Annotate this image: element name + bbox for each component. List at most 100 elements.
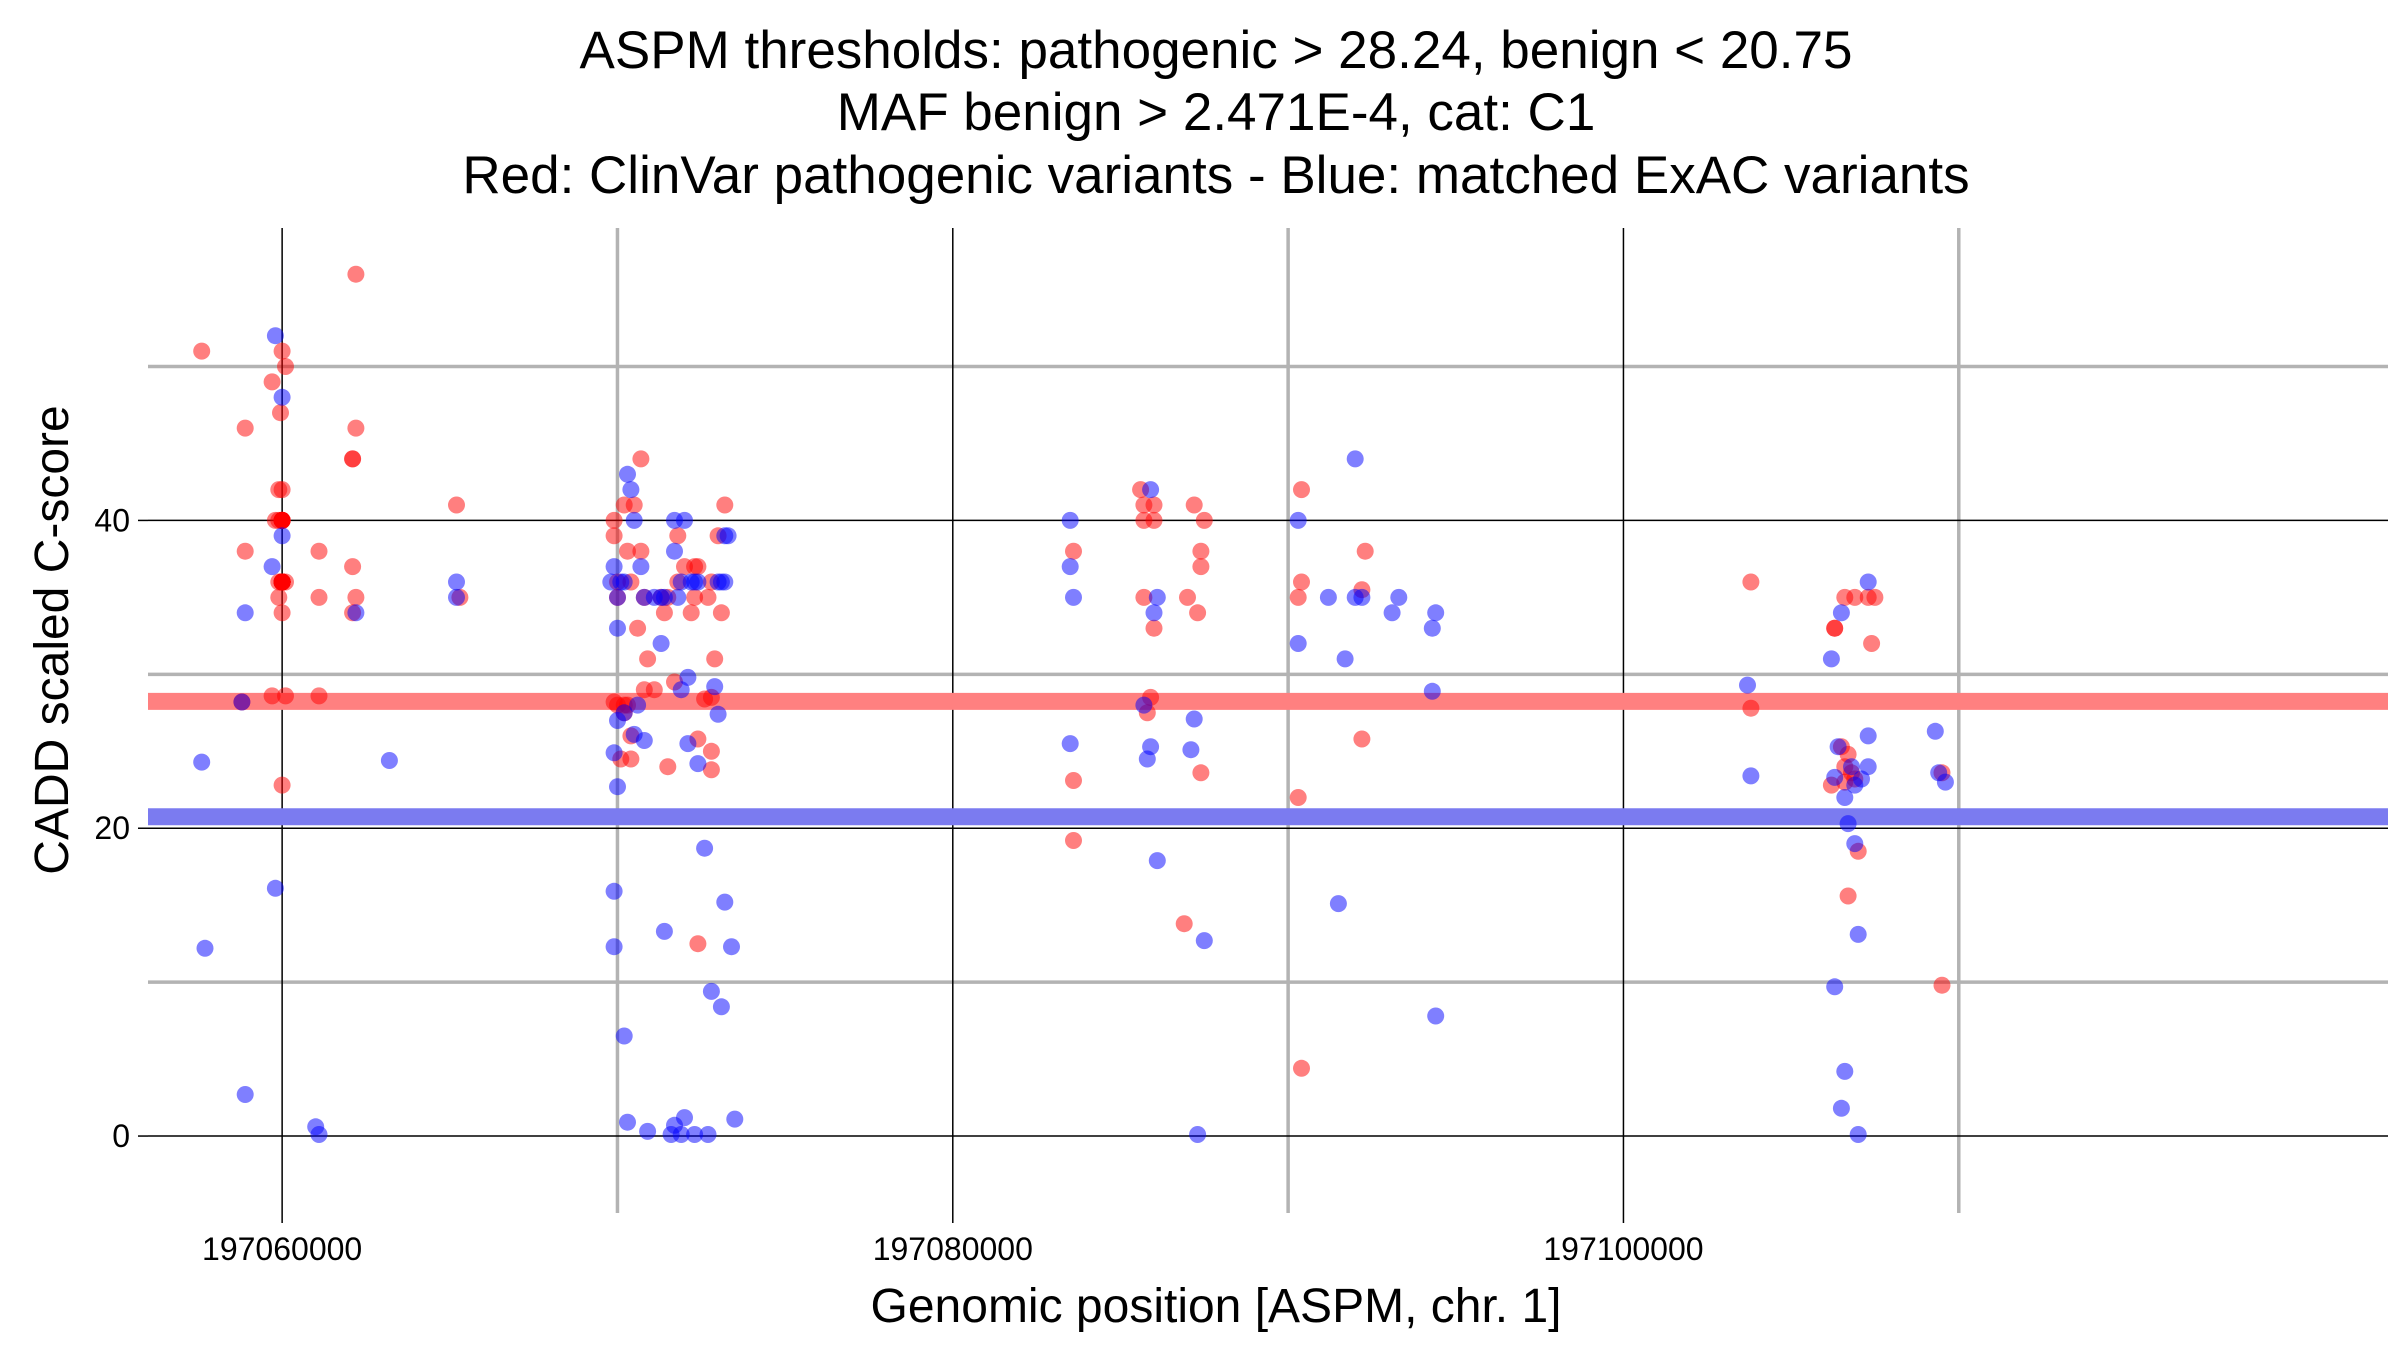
x-tick-label: 197060000 (202, 1231, 362, 1267)
exac-point (266, 879, 284, 897)
exac-point (1138, 750, 1156, 768)
exac-point (1742, 767, 1760, 785)
clinvar-point (1145, 619, 1163, 637)
clinvar-point (193, 342, 211, 360)
x-axis-title: Genomic position [ASPM, chr. 1] (871, 1280, 1562, 1333)
clinvar-point (1742, 699, 1760, 717)
clinvar-point (1289, 588, 1307, 606)
clinvar-point (263, 373, 281, 391)
clinvar-point (1192, 558, 1210, 576)
axis-ticks: 197060000 197080000 197100000 0 20 40 (94, 502, 1703, 1267)
clinvar-point (1846, 588, 1864, 606)
exac-point (380, 752, 398, 769)
exac-point (1423, 682, 1441, 700)
exac-point (719, 527, 737, 545)
clinvar-point (344, 558, 362, 576)
clinvar-point (702, 761, 720, 779)
exac-point (676, 1109, 693, 1127)
exac-point (615, 704, 633, 722)
exac-point (1061, 735, 1079, 753)
clinvar-point (1145, 511, 1163, 529)
exac-point (1859, 727, 1877, 745)
exac-point (1135, 696, 1153, 714)
clinvar-point (1356, 542, 1374, 560)
title-line-2: MAF benign > 2.471E-4, cat: C1 (837, 83, 1596, 142)
exac-point (632, 558, 650, 576)
clinvar-point (1189, 604, 1207, 622)
clinvar-point (1192, 764, 1210, 782)
exac-point (696, 839, 714, 857)
exac-point (689, 573, 707, 591)
exac-point (196, 939, 214, 957)
clinvar-point (347, 265, 365, 283)
clinvar-point (310, 687, 328, 705)
clinvar-point (1195, 511, 1213, 529)
exac-point (609, 619, 626, 637)
clinvar-point (686, 588, 704, 606)
clinvar-point (1065, 542, 1082, 560)
clinvar-point (629, 619, 647, 637)
clinvar-point (669, 527, 687, 545)
clinvar-point (699, 588, 717, 606)
exac-point (655, 588, 673, 606)
clinvar-point (344, 450, 362, 468)
clinvar-point (702, 742, 720, 760)
threshold-bands (148, 692, 2388, 826)
exac-point (236, 1086, 254, 1103)
exac-point (1849, 925, 1867, 943)
clinvar-point (273, 481, 291, 499)
clinvar-point (273, 604, 291, 622)
exac-point (1832, 604, 1850, 622)
clinvar-point (277, 358, 294, 375)
exac-point (1061, 558, 1079, 576)
y-tick-label: 20 (94, 810, 130, 846)
x-tick-label: 197100000 (1543, 1231, 1703, 1267)
clinvar-point (448, 496, 465, 514)
exac-point (609, 588, 626, 606)
exac-point (1826, 978, 1844, 996)
exac-point (699, 1126, 717, 1143)
clinvar-point (1065, 832, 1082, 849)
clinvar-point (1293, 481, 1310, 499)
exac-point (1423, 619, 1441, 637)
clinvar-point (270, 588, 288, 606)
clinvar-point (605, 527, 623, 545)
exac-point (716, 573, 734, 591)
clinvar-point (277, 687, 294, 705)
clinvar-point (1866, 588, 1884, 606)
clinvar-point (706, 650, 724, 668)
exac-point (709, 705, 727, 723)
clinvar-point (1065, 772, 1082, 789)
exac-point (652, 635, 670, 652)
clinvar-point (1289, 789, 1307, 806)
exac-point (625, 725, 643, 743)
exac-point (609, 778, 626, 796)
clinvar-point (273, 511, 291, 529)
exac-point (1185, 710, 1203, 728)
clinvar-point (236, 542, 254, 560)
exac-point (686, 1126, 704, 1143)
exac-point (1846, 835, 1864, 853)
exac-point (1065, 588, 1082, 606)
clinvar-point (277, 573, 294, 591)
chart-title: ASPM thresholds: pathogenic > 28.24, ben… (462, 21, 1969, 205)
exac-point (1427, 1007, 1445, 1025)
clinvar-point (1293, 1059, 1310, 1077)
exac-point (1843, 758, 1860, 776)
exac-point (1336, 650, 1354, 668)
clinvar-point (1185, 496, 1203, 514)
exac-point (1826, 768, 1844, 786)
clinvar-point (682, 604, 700, 622)
clinvar-point (625, 496, 643, 514)
exac-point (1289, 511, 1307, 529)
exac-point (679, 735, 697, 753)
exac-point (233, 693, 251, 711)
exac-point (1836, 1062, 1854, 1080)
exac-point (448, 588, 465, 606)
exac-point (1832, 1099, 1850, 1117)
exac-point (1182, 741, 1200, 759)
exac-point (676, 511, 693, 529)
clinvar-point (263, 687, 281, 705)
exac-point (723, 938, 740, 956)
clinvar-point (310, 542, 328, 560)
